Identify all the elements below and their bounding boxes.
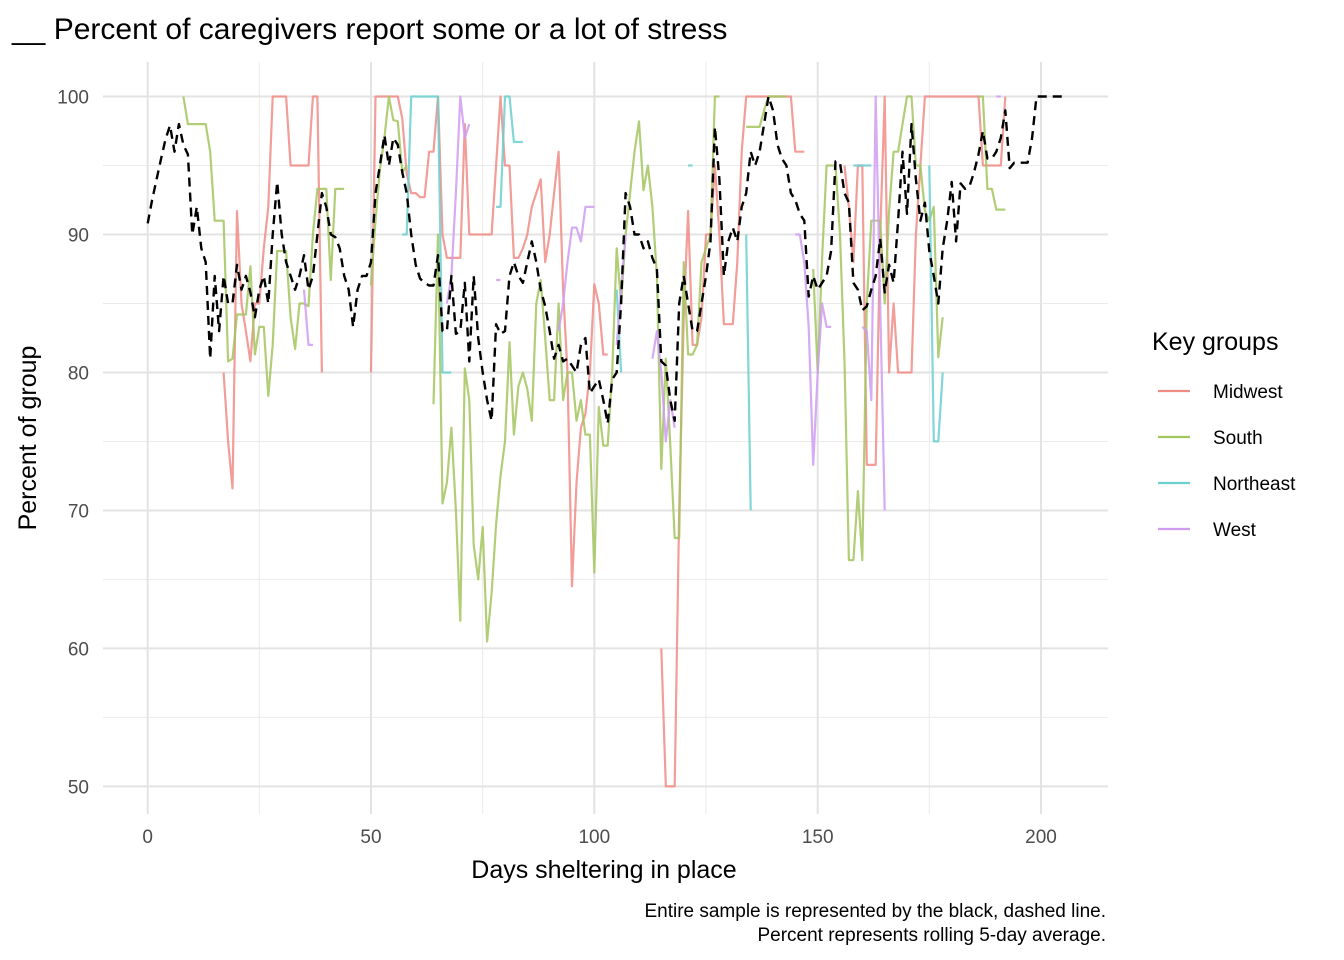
x-axis-tick-labels: 0 50 100 150 200 [142, 827, 1056, 848]
legend-title: Key groups [1152, 328, 1278, 356]
x-tick-label: 200 [1025, 827, 1057, 848]
caption-line-2: Percent represents rolling 5-day average… [757, 925, 1106, 946]
x-tick-label: 100 [578, 827, 610, 848]
legend-label: Northeast [1213, 474, 1296, 495]
legend-label: West [1213, 520, 1257, 541]
caption-line-1: Entire sample is represented by the blac… [644, 901, 1106, 922]
y-tick-label: 80 [68, 363, 89, 384]
series-line [861, 95, 886, 511]
y-tick-label: 70 [68, 501, 89, 522]
series-line [432, 95, 720, 643]
chart-title: __ Percent of caregivers report some or … [11, 13, 727, 46]
series-line [557, 205, 595, 332]
series-line [795, 233, 832, 466]
series-line [369, 95, 608, 588]
x-tick-label: 0 [142, 827, 153, 848]
series-line [182, 96, 345, 397]
x-axis-title: Days sheltering in place [471, 856, 736, 884]
y-axis-title: Percent of group [14, 346, 42, 531]
legend-label: Midwest [1213, 382, 1283, 403]
series-line [402, 95, 452, 374]
x-tick-label: 150 [802, 827, 834, 848]
series-entire-sample [146, 95, 1064, 425]
series-line [978, 95, 1006, 211]
series-line [302, 289, 313, 346]
x-tick-label: 50 [360, 827, 381, 848]
legend: Key groups Midwest South Northeast West [1152, 328, 1296, 541]
series-line [928, 165, 944, 443]
y-tick-label: 60 [68, 639, 89, 660]
y-tick-label: 100 [57, 87, 89, 108]
series-lines [146, 95, 1064, 788]
series-line [369, 95, 408, 286]
y-axis-tick-labels: 50 60 70 80 90 100 [57, 87, 89, 798]
series-northeast [402, 95, 944, 511]
legend-items: Midwest South Northeast West [1158, 382, 1296, 541]
y-tick-label: 50 [68, 777, 89, 798]
legend-label: South [1213, 428, 1263, 449]
series-line [745, 234, 752, 511]
series-line [222, 95, 323, 490]
y-tick-label: 90 [68, 225, 89, 246]
series-line [146, 95, 1064, 425]
series-line [496, 95, 523, 208]
